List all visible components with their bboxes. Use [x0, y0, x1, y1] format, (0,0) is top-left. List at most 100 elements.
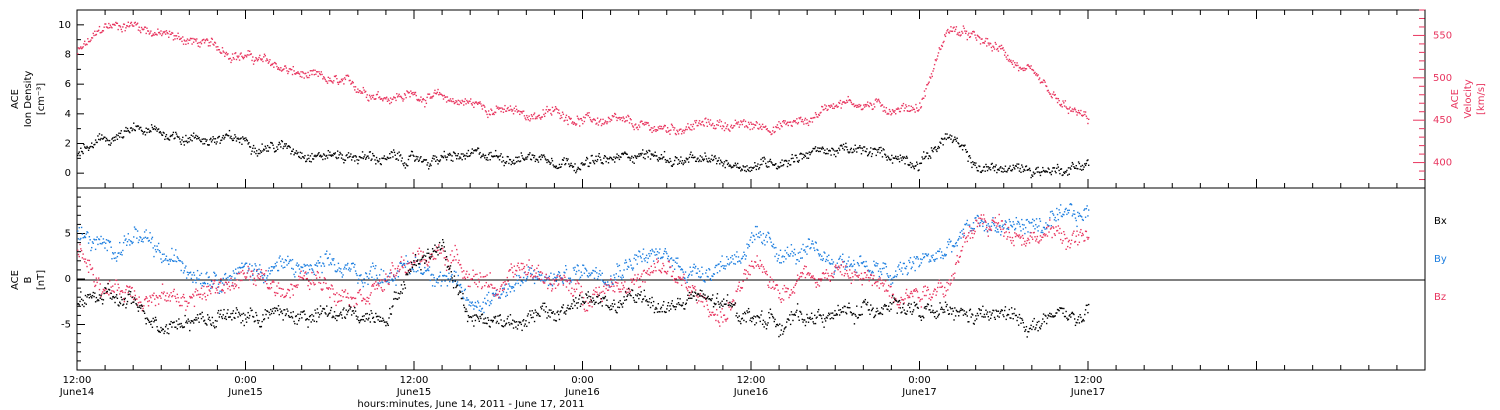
density-series-point [873, 147, 876, 150]
density-series-point [841, 145, 843, 147]
density-series-point [1040, 171, 1042, 173]
density-series-point [677, 158, 680, 161]
velocity-series-point [764, 126, 766, 128]
density-series-point [236, 137, 238, 140]
velocity-series-point [659, 127, 662, 130]
bz-series-point [282, 288, 284, 291]
density-series-point [392, 149, 395, 151]
by-series-point [199, 274, 201, 276]
velocity-series-point [765, 128, 768, 131]
density-series-point [554, 166, 557, 169]
velocity-series-point [131, 24, 133, 26]
bz-series-point [437, 249, 439, 251]
velocity-series-point [957, 32, 959, 34]
density-series-point [124, 130, 126, 132]
velocity-series-point [1038, 77, 1041, 79]
velocity-series-point [989, 42, 992, 45]
velocity-series-point [165, 30, 168, 32]
by-series-point [810, 243, 813, 245]
velocity-series-point [281, 69, 284, 71]
bz-series-point [238, 272, 241, 275]
by-series-point [696, 272, 698, 274]
bz-series-point [112, 290, 115, 292]
velocity-series-point [195, 40, 197, 42]
bz-series-point [440, 252, 442, 254]
density-series-point [146, 131, 148, 134]
velocity-series-point [274, 62, 277, 64]
bz-series-point [91, 268, 93, 270]
bz-series-point [438, 244, 440, 246]
density-series-point [382, 157, 385, 159]
by-series-point [930, 260, 932, 262]
by-series-point [90, 249, 92, 252]
density-series-point [779, 161, 782, 164]
bz-series-point [227, 281, 230, 283]
by-series-point [644, 260, 646, 262]
velocity-series-point [247, 50, 249, 52]
by-series-point [428, 269, 430, 272]
velocity-series-point [518, 110, 520, 112]
by-series-point [948, 238, 951, 241]
velocity-series-point [853, 105, 856, 108]
bz-series-point [856, 275, 859, 277]
velocity-series-point [558, 112, 561, 115]
velocity-series-point [942, 41, 944, 44]
density-series-point [964, 144, 966, 146]
velocity-series-point [286, 70, 288, 72]
velocity-series-point [1075, 111, 1077, 113]
bz-series-point [161, 283, 164, 285]
velocity-series-point [996, 47, 999, 50]
velocity-series-point [500, 110, 502, 113]
density-series-point [882, 148, 884, 150]
velocity-series-point [953, 26, 955, 28]
density-series-point [1024, 169, 1026, 172]
density-series-point [319, 155, 321, 157]
density-series-point [923, 157, 926, 160]
bz-series-point [852, 276, 854, 278]
density-series-point [217, 136, 220, 138]
velocity-series-point [363, 89, 365, 91]
bz-series-point [330, 284, 333, 286]
bz-series-point [713, 314, 716, 316]
velocity-series-point [368, 94, 371, 96]
by-series-point [107, 239, 109, 242]
velocity-series-point [371, 96, 374, 99]
bz-series-point [850, 282, 853, 285]
velocity-series-point [745, 125, 747, 127]
by-series-point [877, 270, 880, 272]
by-series-point [543, 281, 545, 283]
bz-series-point [117, 283, 119, 286]
density-series-point [652, 155, 655, 157]
by-series-point [979, 221, 982, 224]
by-series-point [617, 265, 619, 268]
bz-series-point [670, 275, 673, 278]
by-series-point [348, 267, 351, 269]
bz-series-point [441, 247, 443, 250]
bz-series-point [516, 265, 519, 267]
density-series-point [272, 144, 274, 146]
density-series-point [953, 138, 955, 141]
density-series-point [1078, 162, 1081, 165]
velocity-series-point [646, 122, 649, 124]
velocity-series-point [98, 29, 100, 32]
bz-series-point [173, 288, 175, 291]
density-series-point [589, 162, 591, 164]
bz-series-point [853, 271, 856, 273]
by-series-point [315, 262, 318, 264]
bz-series-point [181, 304, 183, 307]
density-series-point [616, 153, 618, 155]
bz-series-point [572, 294, 575, 297]
velocity-series-point [441, 94, 443, 96]
by-series-point [217, 283, 220, 285]
by-series-point [915, 256, 918, 258]
by-series-point [547, 279, 549, 281]
density-series-point [211, 139, 214, 141]
by-series-point [263, 281, 265, 284]
bz-series-point [623, 286, 625, 289]
velocity-series-point [884, 111, 887, 113]
bz-series-point [571, 287, 573, 289]
velocity-series-point [600, 124, 603, 127]
bz-series-point [354, 297, 356, 300]
velocity-series-point [425, 102, 428, 104]
velocity-series-point [1019, 66, 1021, 69]
